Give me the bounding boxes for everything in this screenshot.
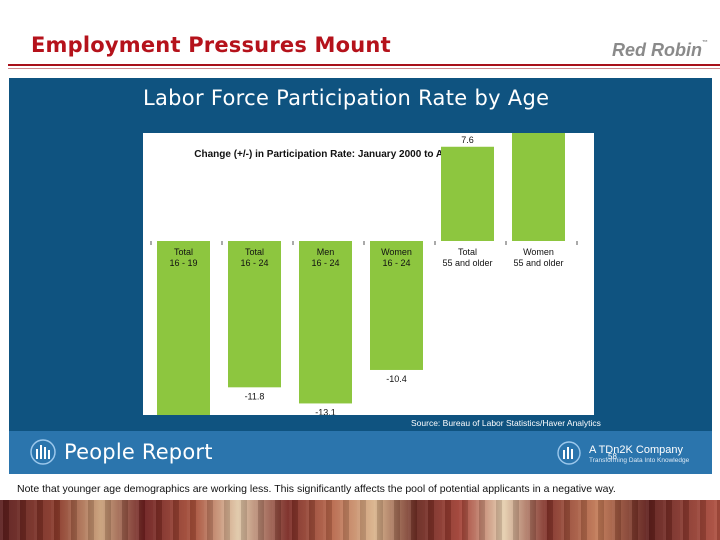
bar-5 [512,131,565,241]
title-divider-thin [8,68,720,69]
category-label: 16 - 24 [382,258,410,268]
tdn2k-logo-icon [557,441,581,465]
category-label: Women [381,247,412,257]
bar-2 [299,241,352,404]
logo-trademark: ™ [702,40,708,46]
bar-4 [441,146,494,241]
bar-3 [370,241,423,370]
category-label: 55 and older [442,258,492,268]
category-label: Total [245,247,264,257]
panel-title: Labor Force Participation Rate by Age [143,86,550,110]
people-report-logo-icon [30,439,56,465]
footer-band [9,431,712,474]
value-label: -13.1 [315,407,336,415]
red-robin-logo: Red Robin™ [612,40,708,61]
page-number: 58 [608,452,617,461]
category-label: 16 - 19 [169,258,197,268]
chart-title: Change (+/-) in Participation Rate: Janu… [194,149,484,160]
people-report-brand: People Report [64,440,213,464]
tdn2k-company-name: A TDn2K Company [589,444,683,456]
bar-chart: Change (+/-) in Participation Rate: Janu… [150,120,578,491]
category-label: 55 and older [513,258,563,268]
category-label: Men [317,247,335,257]
title-divider [8,64,720,66]
category-label: Total [458,247,477,257]
logo-text: Red Robin [612,40,702,60]
restaurant-photo-strip [0,500,720,540]
value-label: 7.6 [461,135,474,145]
value-label: -11.8 [245,391,265,401]
source-note: Source: Bureau of Labor Statistics/Haver… [411,418,601,428]
category-label: 16 - 24 [240,258,268,268]
tdn2k-tagline: Transforming Data Into Knowledge [589,457,690,464]
category-label: 16 - 24 [311,258,339,268]
value-label: -10.4 [386,374,407,384]
slide-title: Employment Pressures Mount [31,33,391,57]
category-label: Total [174,247,193,257]
slide-note: Note that younger age demographics are w… [17,483,616,495]
chart-area: Change (+/-) in Participation Rate: Janu… [143,120,594,491]
bar-1 [228,241,281,388]
category-label: Women [523,247,554,257]
